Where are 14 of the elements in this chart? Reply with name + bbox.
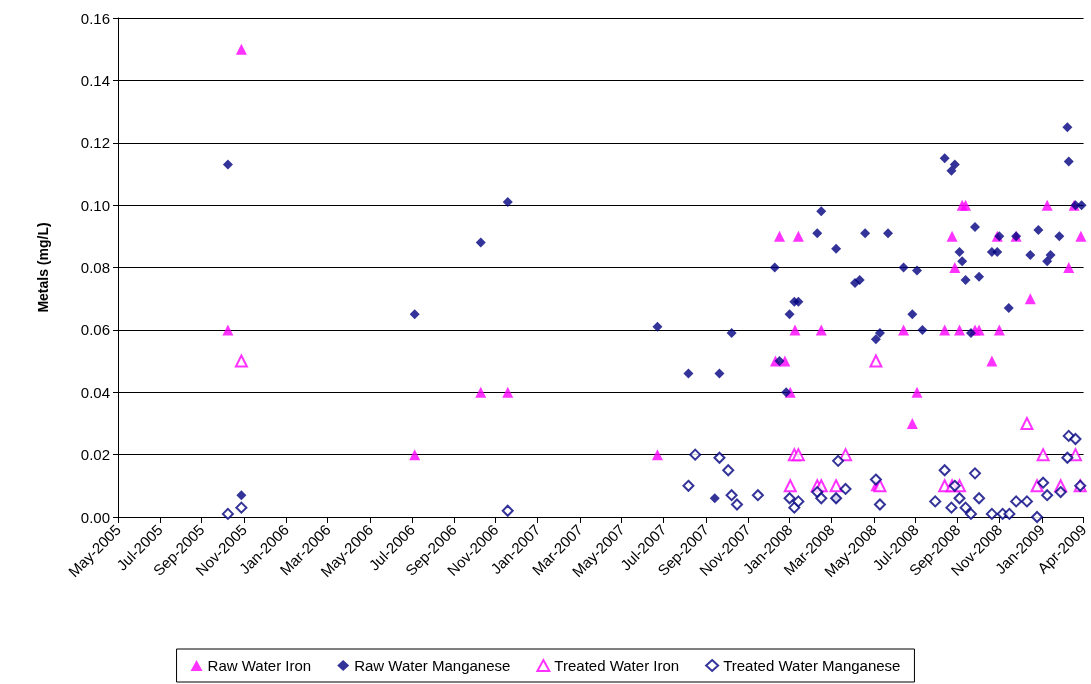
y-tick-label: 0.06 <box>80 321 110 339</box>
legend-label: Raw Water Iron <box>207 657 312 674</box>
y-tick-label: 0.00 <box>80 508 110 526</box>
y-tick-label: 0.12 <box>80 134 110 152</box>
y-axis-title: Metals (mg/L) <box>35 222 51 313</box>
legend-label: Raw Water Manganese <box>354 657 511 674</box>
y-tick-label: 0.10 <box>80 196 110 214</box>
y-tick-label: 0.04 <box>80 383 110 401</box>
y-tick-label: 0.14 <box>80 71 110 89</box>
legend-label: Treated Water Iron <box>554 657 680 674</box>
y-tick-label: 0.08 <box>80 259 110 276</box>
y-tick-label: 0.02 <box>80 446 110 464</box>
legend-label: Treated Water Manganese <box>723 657 901 674</box>
y-tick-label: 0.16 <box>80 9 110 27</box>
